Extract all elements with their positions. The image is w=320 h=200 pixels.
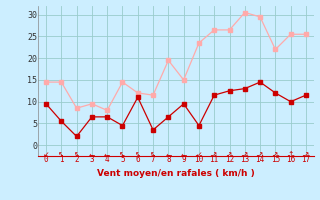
Text: ↗: ↗: [272, 150, 279, 159]
Text: ↖: ↖: [150, 150, 156, 159]
Text: ↗: ↗: [257, 150, 263, 159]
Text: ↖: ↖: [135, 150, 141, 159]
Text: ↑: ↑: [287, 150, 294, 159]
Text: ↖: ↖: [58, 150, 65, 159]
Text: ↗: ↗: [226, 150, 233, 159]
Text: 12: 12: [225, 155, 234, 164]
Text: ↗: ↗: [211, 150, 217, 159]
Text: 16: 16: [286, 155, 295, 164]
Text: 6: 6: [135, 155, 140, 164]
Text: 5: 5: [120, 155, 125, 164]
Text: 7: 7: [151, 155, 156, 164]
Text: ↖: ↖: [119, 150, 126, 159]
Text: 13: 13: [240, 155, 249, 164]
Text: 14: 14: [255, 155, 265, 164]
Text: ↙: ↙: [43, 150, 49, 159]
Text: ↙: ↙: [196, 150, 202, 159]
Text: ←: ←: [180, 150, 187, 159]
Text: 3: 3: [90, 155, 94, 164]
Text: 2: 2: [74, 155, 79, 164]
Text: 17: 17: [301, 155, 311, 164]
Text: ←: ←: [165, 150, 172, 159]
Text: 10: 10: [194, 155, 204, 164]
Text: ←: ←: [104, 150, 110, 159]
Text: 8: 8: [166, 155, 171, 164]
Text: 9: 9: [181, 155, 186, 164]
Text: 1: 1: [59, 155, 64, 164]
Text: 4: 4: [105, 155, 109, 164]
Text: ↖: ↖: [73, 150, 80, 159]
Text: 15: 15: [271, 155, 280, 164]
Text: ↗: ↗: [303, 150, 309, 159]
Text: 11: 11: [210, 155, 219, 164]
Text: 0: 0: [44, 155, 48, 164]
X-axis label: Vent moyen/en rafales ( km/h ): Vent moyen/en rafales ( km/h ): [97, 168, 255, 178]
Text: ↗: ↗: [242, 150, 248, 159]
Text: ←: ←: [89, 150, 95, 159]
